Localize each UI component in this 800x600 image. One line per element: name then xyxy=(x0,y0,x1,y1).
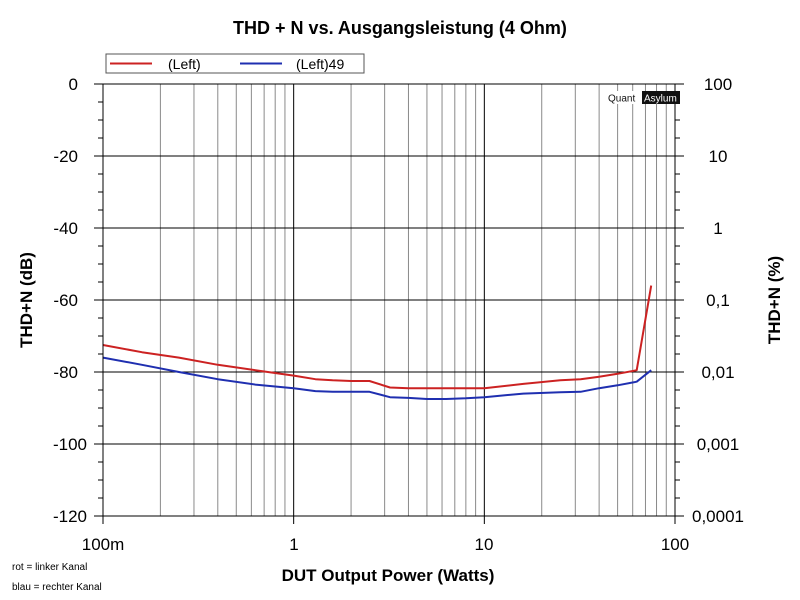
y-tick-label: 0 xyxy=(69,75,78,94)
note-red-channel: rot = linker Kanal xyxy=(12,562,87,573)
series-line-left xyxy=(102,285,653,390)
brand-text-2: Asylum xyxy=(644,94,677,105)
brand-box-1 xyxy=(606,91,642,104)
y2-tick-label: 0,01 xyxy=(701,363,734,382)
y2-tick-label: 1 xyxy=(713,219,722,238)
y2-tick-label: 0,1 xyxy=(706,291,730,310)
series-layer xyxy=(102,285,653,400)
y-axis-ticks xyxy=(94,83,684,517)
y2-axis-title: THD+N (%) xyxy=(765,256,784,344)
x-axis-title: DUT Output Power (Watts) xyxy=(282,566,495,585)
grid-lines xyxy=(102,83,676,524)
x-tick-label: 100m xyxy=(82,535,125,554)
y-tick-label: -80 xyxy=(53,363,78,382)
y-tick-labels-left: 0 -20 -40 -60 -80 -100 -120 xyxy=(53,75,87,526)
legend-box xyxy=(105,53,365,74)
y2-tick-label: 0,0001 xyxy=(692,507,744,526)
x-tick-label: 100 xyxy=(661,535,689,554)
chart-title: THD + N vs. Ausgangsleistung (4 Ohm) xyxy=(233,18,567,38)
plot-border xyxy=(102,83,676,517)
y-tick-label: -40 xyxy=(53,219,78,238)
y-tick-label: -100 xyxy=(53,435,87,454)
series-line-left49 xyxy=(102,356,652,400)
brand-text-1: Quant xyxy=(608,94,635,105)
legend-label-left: (Left) xyxy=(168,56,201,72)
brand-logo: Quant Asylum xyxy=(606,91,680,105)
y-axis-title: THD+N (dB) xyxy=(17,252,36,348)
x-tick-label: 1 xyxy=(289,535,298,554)
y2-tick-label: 100 xyxy=(704,75,732,94)
y-tick-label: -20 xyxy=(53,147,78,166)
y-tick-label: -60 xyxy=(53,291,78,310)
x-tick-label: 10 xyxy=(475,535,494,554)
y2-tick-label: 10 xyxy=(709,147,728,166)
y2-tick-labels-right: 100 10 1 0,1 0,01 0,001 0,0001 xyxy=(692,75,744,526)
x-tick-labels: 100m 1 10 100 xyxy=(82,535,689,554)
y2-tick-label: 0,001 xyxy=(697,435,740,454)
y-tick-label: -120 xyxy=(53,507,87,526)
note-blue-channel: blau = rechter Kanal xyxy=(12,582,102,593)
legend: (Left) (Left)49 xyxy=(105,53,365,74)
brand-box-2 xyxy=(642,91,680,104)
legend-label-left49: (Left)49 xyxy=(296,56,344,72)
